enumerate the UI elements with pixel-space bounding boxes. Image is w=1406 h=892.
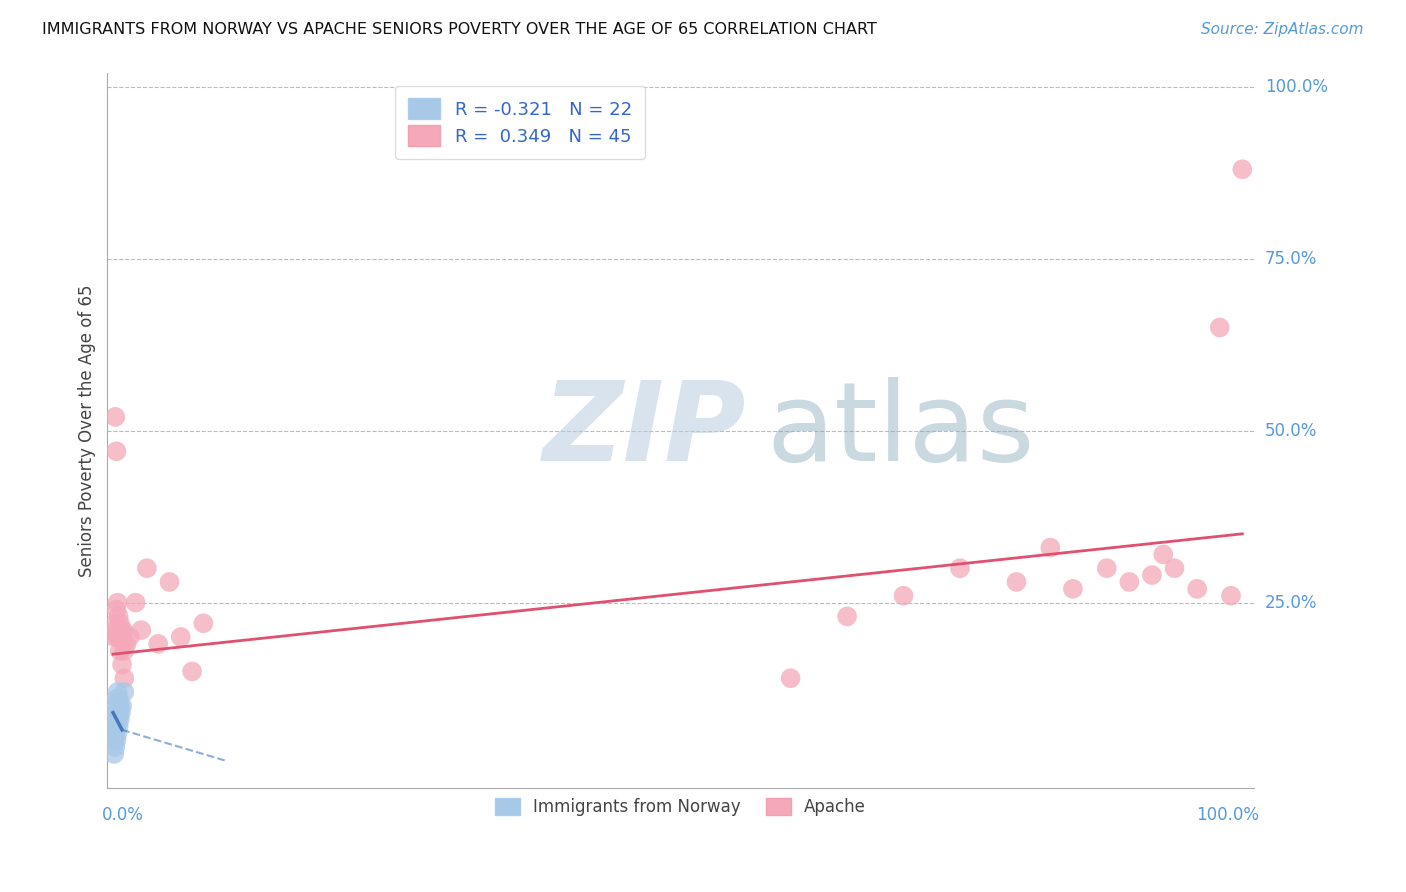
Point: [103, 733, 125, 747]
Point: [112, 685, 135, 699]
Point: [893, 589, 915, 603]
Text: atlas: atlas: [766, 377, 1035, 484]
Point: [1118, 574, 1140, 589]
Point: [112, 644, 135, 658]
Point: [110, 623, 132, 637]
Point: [105, 706, 128, 720]
Point: [107, 719, 129, 733]
Legend: Immigrants from Norway, Apache: Immigrants from Norway, Apache: [488, 791, 873, 823]
Point: [159, 574, 181, 589]
Point: [1005, 574, 1028, 589]
Point: [835, 609, 858, 624]
Point: [104, 739, 127, 754]
Point: [112, 671, 135, 685]
Point: [105, 692, 128, 706]
Point: [779, 671, 801, 685]
Point: [105, 444, 128, 458]
Text: 75.0%: 75.0%: [1265, 250, 1317, 268]
Point: [110, 706, 132, 720]
Text: 0.0%: 0.0%: [101, 806, 143, 824]
Point: [1185, 582, 1208, 596]
Point: [1232, 162, 1254, 177]
Y-axis label: Seniors Poverty Over the Age of 65: Seniors Poverty Over the Age of 65: [79, 285, 96, 577]
Point: [105, 602, 128, 616]
Point: [1062, 582, 1084, 596]
Point: [104, 726, 127, 740]
Text: ZIP: ZIP: [543, 377, 747, 484]
Point: [107, 685, 129, 699]
Point: [148, 637, 170, 651]
Point: [103, 719, 125, 733]
Point: [111, 657, 134, 672]
Point: [193, 616, 215, 631]
Point: [181, 665, 204, 679]
Point: [1039, 541, 1062, 555]
Point: [107, 596, 129, 610]
Point: [1152, 548, 1174, 562]
Point: [107, 609, 129, 624]
Point: [107, 706, 129, 720]
Point: [949, 561, 972, 575]
Text: 25.0%: 25.0%: [1265, 593, 1317, 612]
Text: IMMIGRANTS FROM NORWAY VS APACHE SENIORS POVERTY OVER THE AGE OF 65 CORRELATION : IMMIGRANTS FROM NORWAY VS APACHE SENIORS…: [42, 22, 877, 37]
Point: [107, 726, 129, 740]
Point: [170, 630, 193, 644]
Text: Source: ZipAtlas.com: Source: ZipAtlas.com: [1201, 22, 1364, 37]
Point: [107, 630, 129, 644]
Point: [103, 630, 125, 644]
Point: [108, 616, 131, 631]
Text: 100.0%: 100.0%: [1265, 78, 1327, 95]
Point: [108, 698, 131, 713]
Point: [104, 713, 127, 727]
Point: [115, 637, 138, 651]
Point: [110, 630, 132, 644]
Point: [105, 733, 128, 747]
Text: 50.0%: 50.0%: [1265, 422, 1317, 440]
Point: [104, 409, 127, 424]
Text: 100.0%: 100.0%: [1197, 806, 1260, 824]
Point: [1209, 320, 1232, 334]
Point: [1140, 568, 1163, 582]
Point: [1163, 561, 1185, 575]
Point: [105, 623, 128, 637]
Point: [108, 713, 131, 727]
Point: [105, 719, 128, 733]
Point: [1095, 561, 1118, 575]
Point: [108, 644, 131, 658]
Point: [103, 747, 125, 761]
Point: [104, 616, 127, 631]
Point: [107, 630, 129, 644]
Point: [104, 698, 127, 713]
Point: [1220, 589, 1243, 603]
Point: [111, 698, 134, 713]
Point: [129, 623, 152, 637]
Point: [107, 692, 129, 706]
Point: [135, 561, 157, 575]
Point: [124, 596, 146, 610]
Point: [112, 623, 135, 637]
Point: [107, 713, 129, 727]
Point: [111, 630, 134, 644]
Point: [118, 630, 141, 644]
